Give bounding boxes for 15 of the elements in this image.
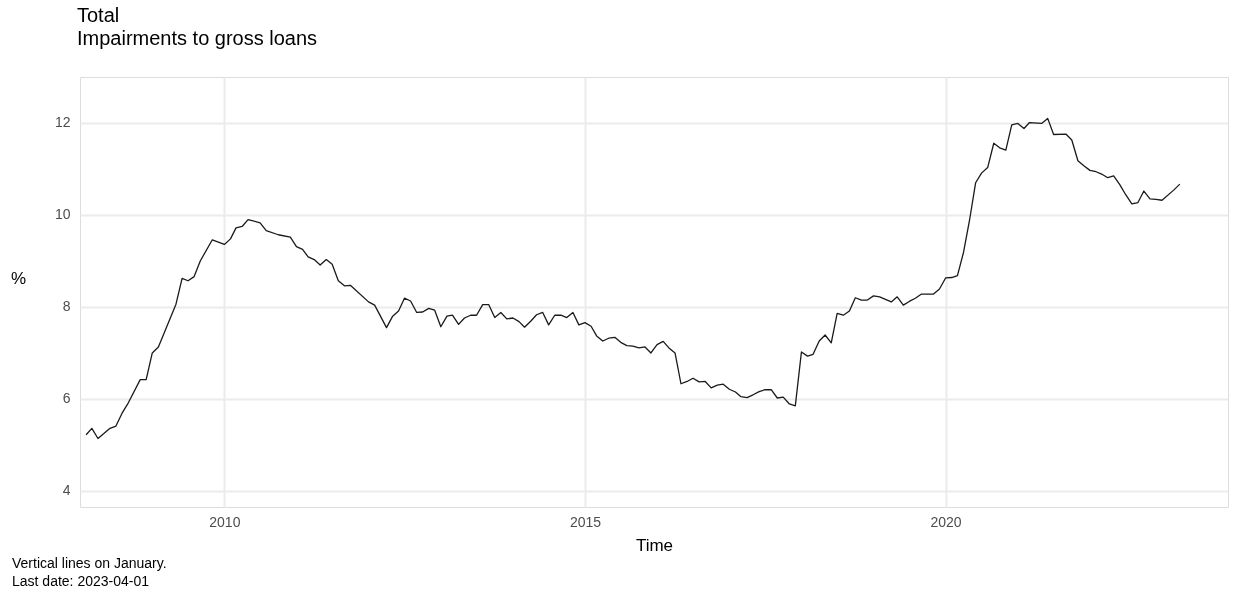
x-tick-label: 2010 — [209, 513, 241, 530]
chart-subtitle: Impairments to gross loans — [77, 27, 318, 49]
x-axis-title: Time — [635, 535, 674, 555]
x-tick-label: 2015 — [569, 513, 602, 530]
x-tick-label: 2020 — [930, 513, 962, 530]
y-tick-label: 8 — [62, 298, 71, 315]
y-tick-label: 10 — [54, 206, 71, 223]
line-series — [85, 117, 1181, 440]
y-tick-label: 12 — [54, 114, 71, 131]
y-tick-label: 4 — [62, 482, 71, 499]
text: Vertical lines on January. — [12, 555, 167, 571]
chart-title: Total — [77, 4, 120, 26]
y-tick-label: 6 — [62, 390, 71, 407]
y-axis-title: % — [10, 268, 27, 288]
text: Last date: 2023-04-01 — [12, 573, 150, 589]
